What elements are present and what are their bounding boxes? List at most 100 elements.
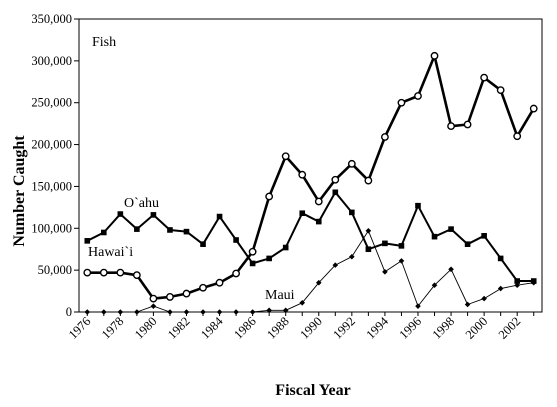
- point-oahu: [134, 226, 140, 232]
- point-hawaii: [199, 283, 207, 292]
- x-tick-label: 1990: [297, 314, 325, 342]
- point-maui: [332, 262, 339, 268]
- point-oahu: [101, 229, 107, 236]
- point-oahu: [167, 227, 173, 233]
- point-maui: [249, 309, 256, 315]
- point-oahu: [448, 226, 454, 232]
- x-tick-label: 1994: [363, 314, 391, 342]
- point-oahu: [233, 237, 239, 243]
- y-tick-label: 350,000: [31, 12, 72, 26]
- point-maui: [183, 309, 190, 315]
- x-tick-label: 1986: [231, 314, 259, 342]
- point-maui: [530, 279, 537, 286]
- point-maui: [365, 227, 372, 234]
- y-axis-title: Number Caught: [11, 135, 28, 247]
- point-maui: [101, 309, 107, 315]
- point-maui: [233, 309, 239, 315]
- point-hawaii: [397, 98, 406, 107]
- point-maui: [315, 279, 322, 286]
- point-hawaii: [347, 159, 356, 168]
- point-hawaii: [463, 120, 472, 129]
- series-markers: [83, 51, 538, 315]
- point-hawaii: [480, 73, 489, 82]
- point-hawaii: [513, 132, 522, 141]
- point-maui: [448, 266, 454, 273]
- point-maui: [299, 299, 306, 306]
- point-oahu: [249, 260, 256, 267]
- point-hawaii: [430, 51, 439, 60]
- point-maui: [415, 303, 421, 309]
- point-hawaii: [414, 92, 422, 100]
- point-oahu: [266, 255, 272, 262]
- series-lines: [86, 54, 535, 313]
- point-hawaii: [232, 269, 240, 278]
- point-oahu: [514, 278, 520, 284]
- series-label-maui: Maui: [265, 288, 295, 303]
- point-hawaii: [215, 278, 224, 287]
- point-hawaii: [149, 294, 158, 303]
- point-hawaii: [182, 289, 191, 298]
- x-tick-label: 2000: [463, 314, 491, 342]
- series-label-hawaii: Hawai`i: [88, 245, 133, 260]
- point-maui: [134, 309, 140, 315]
- series-line-maui: [87, 230, 534, 313]
- point-oahu: [464, 241, 471, 247]
- point-hawaii: [314, 197, 323, 206]
- point-maui: [282, 307, 289, 314]
- y-tick-label: 100,000: [31, 221, 72, 235]
- point-maui: [200, 309, 206, 315]
- plot-frame: [78, 18, 543, 313]
- point-oahu: [332, 189, 339, 196]
- chart-title: Fish: [92, 35, 116, 50]
- point-oahu: [315, 218, 322, 225]
- point-hawaii: [364, 176, 373, 185]
- point-hawaii: [298, 170, 307, 179]
- point-maui: [481, 295, 487, 302]
- y-tick-label: 250,000: [31, 96, 72, 110]
- point-maui: [497, 285, 504, 292]
- x-tick-label: 2002: [496, 314, 524, 342]
- point-maui: [84, 309, 91, 315]
- y-tick-label: 200,000: [31, 138, 72, 152]
- point-oahu: [365, 246, 372, 253]
- point-maui: [117, 309, 124, 315]
- point-maui: [431, 282, 438, 289]
- x-tick-label: 1998: [430, 314, 458, 342]
- y-tick-label: 50,000: [38, 263, 72, 277]
- point-oahu: [398, 243, 405, 249]
- point-oahu: [415, 202, 421, 209]
- point-hawaii: [83, 268, 92, 277]
- series-line-hawaii: [87, 54, 535, 300]
- point-oahu: [183, 228, 190, 235]
- point-maui: [216, 309, 223, 315]
- point-oahu: [481, 233, 487, 239]
- point-hawaii: [281, 152, 290, 161]
- point-hawaii: [99, 268, 108, 277]
- y-tick-label: 0: [66, 305, 72, 319]
- point-maui: [514, 282, 520, 289]
- point-maui: [266, 307, 272, 314]
- point-oahu: [299, 210, 306, 217]
- y-tick-label: 300,000: [31, 54, 72, 68]
- point-maui: [349, 253, 355, 260]
- x-tick-label: 1988: [264, 314, 292, 342]
- point-oahu: [282, 244, 289, 251]
- series-line-oahu: [86, 191, 534, 282]
- x-tick-label: 1992: [330, 314, 358, 342]
- point-maui: [382, 269, 388, 275]
- point-hawaii: [496, 86, 505, 95]
- point-maui: [464, 301, 471, 308]
- point-oahu: [117, 211, 124, 217]
- x-tick-label: 1982: [165, 314, 193, 342]
- series-label-oahu: O`ahu: [124, 196, 159, 211]
- y-tick-label: 150,000: [31, 179, 72, 193]
- point-hawaii: [447, 122, 455, 131]
- point-oahu: [382, 240, 388, 247]
- point-maui: [167, 309, 173, 315]
- point-hawaii: [116, 268, 125, 277]
- x-tick-label: 1978: [99, 314, 127, 342]
- point-oahu: [497, 255, 504, 262]
- point-hawaii: [132, 271, 141, 280]
- point-hawaii: [529, 104, 538, 113]
